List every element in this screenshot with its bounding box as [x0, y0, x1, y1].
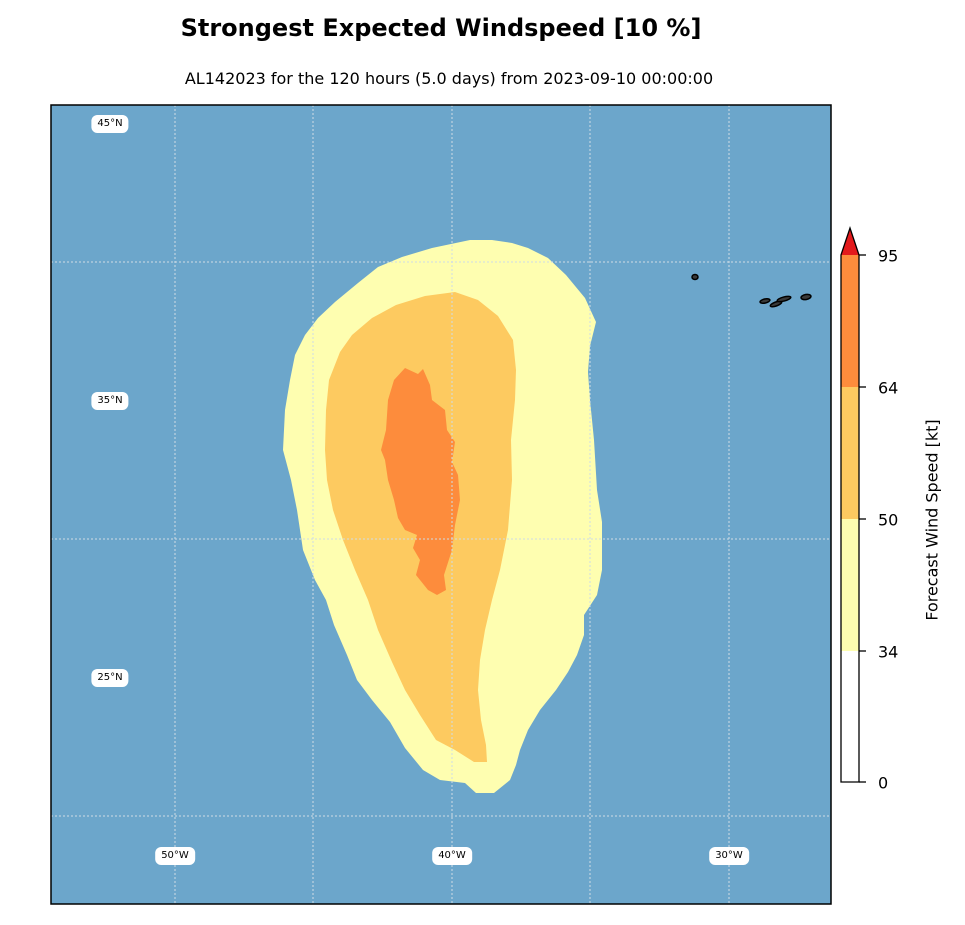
colorbar-tick-64: 64: [878, 378, 899, 398]
colorbar-segment-50-64: [841, 387, 859, 519]
azores-island-group: [691, 273, 812, 308]
lon-label-30w: 30°W: [709, 847, 749, 865]
colorbar-segment-64-95: [841, 255, 859, 387]
lat-label-45n: 45°N: [91, 115, 129, 133]
lon-label-50w: 50°W: [155, 847, 195, 865]
colorbar-tick-95: 95: [878, 246, 899, 266]
lat-label-35n: 35°N: [91, 392, 129, 410]
lon-label-40w: 40°W: [432, 847, 472, 865]
colorbar-tick-0: 0: [878, 773, 889, 793]
map-frame: [50, 104, 832, 905]
colorbar-tick-50: 50: [878, 510, 899, 530]
map-subtitle: AL142023 for the 120 hours (5.0 days) fr…: [184, 69, 714, 88]
colorbar-label: Forecast Wind Speed [kt]: [922, 419, 942, 621]
lat-label-25n: 25°N: [91, 669, 129, 687]
wind-band-64-95: [381, 368, 460, 595]
graticule: [51, 105, 831, 904]
map-title: Strongest Expected Windspeed [10 %]: [180, 14, 702, 42]
colorbar-segment-0-34: [841, 651, 859, 782]
colorbar-extend-arrow: [841, 228, 859, 255]
colorbar-segment-34-50: [841, 519, 859, 651]
colorbar-tick-34: 34: [878, 642, 899, 662]
